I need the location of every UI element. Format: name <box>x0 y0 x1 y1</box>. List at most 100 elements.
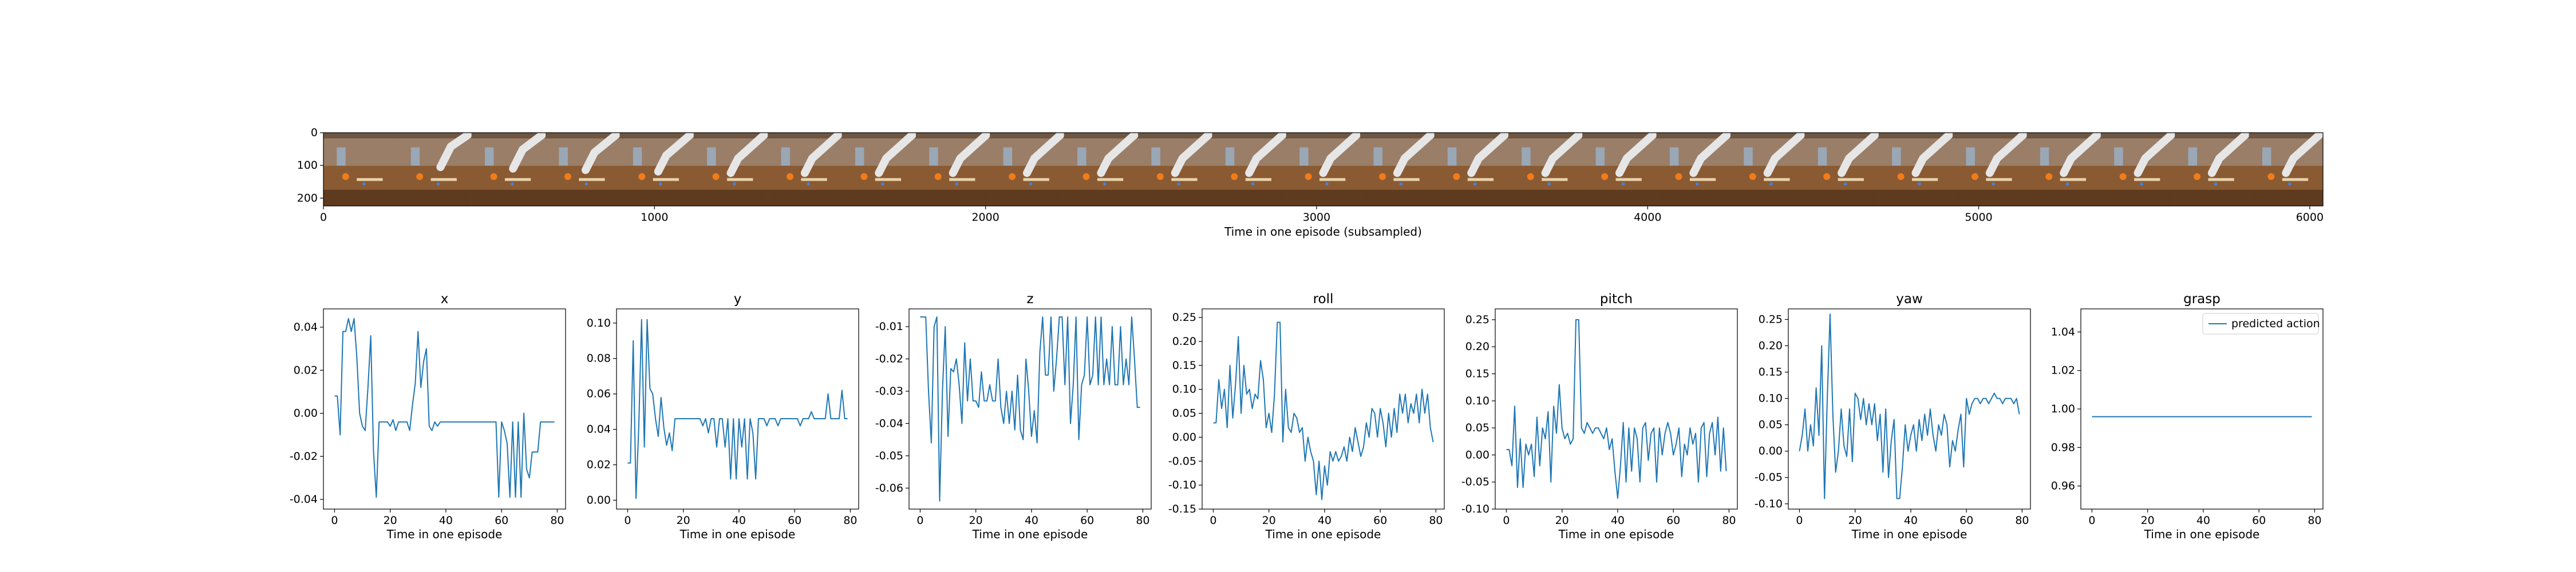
frame-orange <box>1305 173 1312 180</box>
frame-orange <box>1231 173 1238 180</box>
frame-ceiling <box>1360 133 1435 138</box>
video-frame <box>1286 133 1361 206</box>
frame-orange <box>1601 173 1609 180</box>
x-tick-label: 40 <box>1904 514 1918 527</box>
axes-frame <box>616 308 859 510</box>
frame-ceiling <box>1804 133 1879 138</box>
frame-bottle <box>1447 147 1457 166</box>
frame-bottle <box>1818 147 1827 166</box>
frame-ceiling <box>619 133 694 138</box>
strip-x-tick-label: 0 <box>320 211 327 224</box>
frame-bottle <box>2188 147 2198 166</box>
video-frame <box>1953 133 2028 206</box>
frame-bottle <box>855 147 864 166</box>
frame-object <box>2214 182 2218 186</box>
y-tick-label: -0.05 <box>1755 471 1783 484</box>
panel-title: grasp <box>2183 292 2221 307</box>
y-tick-label: 0.05 <box>1172 407 1196 420</box>
frame-object <box>584 182 588 186</box>
panel-x: x 0 20 40 60 80 -0.04 -0.02 0.00 0.02 0.04 Time in … <box>290 292 566 541</box>
frame-plate <box>2060 178 2087 181</box>
frame-ceiling <box>1878 133 1953 138</box>
frame-robot-arm <box>581 133 621 174</box>
frame-plate <box>1097 178 1124 181</box>
frame-object <box>807 182 811 186</box>
panel-title: yaw <box>1896 292 1923 307</box>
x-tick-label: 40 <box>1318 514 1332 527</box>
video-frame <box>1434 133 1509 206</box>
strip-y-tick-label: 0 <box>311 126 318 139</box>
x-tick-label: 20 <box>677 514 690 527</box>
x-axis-label: Time in one episode <box>1851 527 1967 541</box>
x-tick-label: 40 <box>439 514 453 527</box>
frame-robot-arm <box>2134 133 2175 177</box>
y-tick-label: 0.25 <box>1465 313 1490 326</box>
frame-bottle <box>1669 147 1679 166</box>
frame-ceiling <box>1434 133 1509 138</box>
frame-bottle <box>559 147 568 166</box>
frame-orange <box>934 173 942 180</box>
video-frame <box>1508 133 1583 206</box>
frame-orange <box>1823 173 1831 180</box>
frame-orange <box>2119 173 2127 180</box>
frame-table-front <box>915 189 990 206</box>
frame-plate <box>1764 178 1790 181</box>
y-tick-label: 0.15 <box>1465 368 1490 380</box>
frame-plate <box>1393 178 1420 181</box>
frame-table-front <box>841 189 916 206</box>
y-tick-label: 0.00 <box>1759 445 1783 458</box>
frame-plate <box>1986 178 2012 181</box>
frame-bottle <box>1151 147 1160 166</box>
y-tick-label: -0.05 <box>875 450 903 462</box>
video-frame <box>619 133 694 206</box>
strip-x-tick-label: 5000 <box>1965 211 1992 224</box>
series-line <box>1799 313 2020 499</box>
frame-ceiling <box>1138 133 1212 138</box>
frame-robot-arm <box>1541 133 1583 177</box>
y-tick-label: 0.10 <box>587 317 611 329</box>
video-frame <box>2100 133 2175 206</box>
x-tick-label: 20 <box>1555 514 1569 527</box>
x-tick-label: 40 <box>732 514 746 527</box>
video-frame <box>1804 133 1879 206</box>
frame-ceiling <box>2175 133 2250 138</box>
x-tick-label: 0 <box>624 514 631 527</box>
x-axis-label: Time in one episode <box>2144 527 2260 541</box>
frame-orange <box>2267 173 2275 180</box>
frame-plate <box>1023 178 1049 181</box>
frame-robot-arm <box>949 133 990 177</box>
frame-robot-arm <box>875 133 916 177</box>
y-tick-label: -0.05 <box>1461 476 1490 488</box>
y-tick-label: 1.00 <box>2051 403 2075 415</box>
x-tick-label: 0 <box>1796 514 1803 527</box>
x-tick-label: 60 <box>1666 514 1680 527</box>
frame-bottle <box>929 147 938 166</box>
legend: predicted action <box>2202 313 2320 335</box>
frame-object <box>880 182 884 186</box>
frame-ceiling <box>841 133 916 138</box>
x-tick-label: 40 <box>2196 514 2210 527</box>
frame-object <box>1177 182 1181 186</box>
frame-bottle <box>781 147 791 166</box>
x-tick-label: 80 <box>1136 514 1149 527</box>
x-tick-label: 0 <box>1210 514 1216 527</box>
frame-table-front <box>1730 189 1805 206</box>
frame-object <box>1695 182 1699 186</box>
series-line <box>920 316 1140 502</box>
frame-orange <box>490 173 497 180</box>
frame-orange <box>2194 173 2201 180</box>
x-axis-label: Time in one episode <box>386 527 503 541</box>
x-tick-label: 0 <box>331 514 338 527</box>
x-tick-label: 80 <box>1722 514 1736 527</box>
x-tick-label: 60 <box>1080 514 1094 527</box>
video-frame <box>1360 133 1435 206</box>
frame-table-front <box>1582 189 1657 206</box>
y-tick-label: 1.02 <box>2051 364 2075 377</box>
frame-ceiling <box>2026 133 2101 138</box>
frame-robot-arm <box>509 133 546 173</box>
video-frame <box>915 133 990 206</box>
frame-robot-arm <box>654 133 694 176</box>
video-frame <box>1582 133 1657 206</box>
video-frame <box>1138 133 1212 206</box>
y-tick-label: 0.15 <box>1172 359 1196 372</box>
